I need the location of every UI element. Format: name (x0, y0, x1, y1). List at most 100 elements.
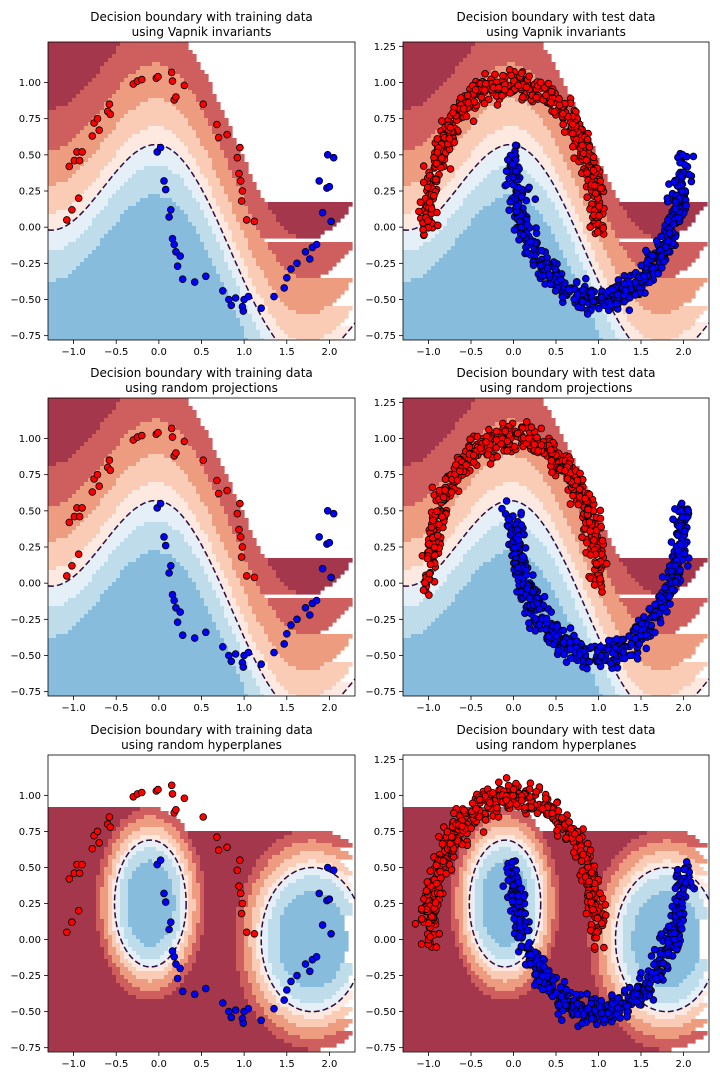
red-point (555, 95, 563, 103)
red-point (596, 574, 604, 583)
blue-point (573, 1000, 582, 1008)
red-point (419, 178, 428, 187)
blue-point (506, 198, 515, 206)
red-point (597, 522, 605, 531)
red-point (213, 833, 221, 841)
y-tick-label: 0.50 (374, 863, 396, 874)
red-point (567, 824, 575, 833)
blue-point (315, 177, 324, 185)
red-point (95, 482, 103, 491)
y-tick-label: −0.50 (10, 295, 41, 306)
blue-point (244, 292, 253, 301)
blue-point (680, 865, 688, 874)
blue-point (270, 648, 278, 657)
y-tick-label: 0.25 (19, 543, 41, 554)
red-point (437, 117, 446, 125)
red-point (411, 919, 420, 928)
blue-point (270, 1004, 278, 1013)
blue-point (514, 536, 523, 545)
blue-point (578, 1019, 586, 1028)
blue-point (280, 640, 289, 648)
blue-point (572, 990, 580, 999)
blue-point (612, 635, 621, 643)
red-point (236, 533, 245, 541)
blue-point (676, 506, 685, 515)
red-point (417, 940, 426, 948)
red-point (468, 799, 477, 808)
x-tick-label: 1.5 (633, 347, 649, 358)
red-point (180, 794, 189, 803)
red-point (513, 429, 522, 438)
red-point (106, 823, 115, 831)
x-tick-label: 1.0 (236, 1059, 252, 1070)
blue-point (625, 306, 634, 315)
red-point (581, 494, 589, 503)
blue-point (160, 889, 168, 898)
blue-point (596, 642, 605, 651)
blue-point (227, 657, 236, 666)
red-point (236, 177, 245, 185)
red-point (438, 840, 447, 848)
blue-point (572, 278, 581, 287)
y-tick-label: 0.00 (19, 579, 41, 590)
red-point (424, 919, 433, 927)
red-point (577, 857, 586, 865)
red-point (527, 423, 536, 432)
red-point (425, 569, 434, 578)
blue-point (516, 923, 524, 931)
contour-fill (48, 398, 353, 696)
red-point (233, 153, 242, 162)
blue-point (160, 533, 168, 541)
red-point (492, 427, 501, 436)
blue-point (280, 284, 289, 292)
red-point (250, 217, 259, 226)
red-point (449, 809, 458, 818)
red-point (514, 81, 522, 90)
red-point (441, 475, 450, 484)
blue-point (557, 275, 565, 284)
red-point (554, 807, 563, 815)
red-point (590, 536, 598, 544)
red-point (214, 133, 223, 142)
blue-point (510, 226, 519, 234)
red-point (538, 804, 547, 813)
blue-point (178, 987, 187, 996)
y-tick-label: 0.00 (374, 579, 396, 590)
red-point (525, 72, 533, 81)
red-point (503, 437, 512, 446)
red-point (575, 485, 584, 494)
blue-point (165, 925, 173, 934)
red-point (493, 804, 501, 812)
red-point (584, 505, 592, 514)
red-point (63, 928, 71, 937)
y-tick-label: 0.75 (19, 470, 41, 481)
red-point (236, 856, 244, 864)
blue-point (589, 297, 597, 306)
x-tick-label: −1.0 (416, 1059, 440, 1070)
red-point (525, 785, 534, 793)
red-point (424, 540, 433, 548)
x-tick-label: 0.0 (151, 1059, 167, 1070)
y-tick-label: 0.25 (374, 187, 396, 198)
red-point (242, 216, 251, 224)
blue-point (540, 962, 548, 971)
red-point (472, 804, 480, 813)
red-point (596, 889, 604, 898)
panel-train-hyperplanes: −1.0 −0.5 0.0 0.5 1.0 1.5 2.0 −0.75 −0.50 −0.25 0.… (10, 723, 356, 1070)
blue-point (305, 255, 314, 263)
blue-point (517, 521, 526, 529)
blue-point (574, 303, 583, 311)
red-point (563, 475, 572, 483)
blue-point (612, 1010, 621, 1019)
x-tick-label: −1.0 (61, 347, 85, 358)
red-point (533, 433, 541, 442)
red-point (459, 104, 468, 113)
red-point (427, 204, 436, 213)
decision-boundary (48, 499, 355, 696)
red-point (578, 141, 586, 150)
blue-point (667, 567, 676, 575)
blue-point (329, 866, 338, 875)
red-point (167, 781, 176, 790)
red-point (469, 451, 478, 460)
